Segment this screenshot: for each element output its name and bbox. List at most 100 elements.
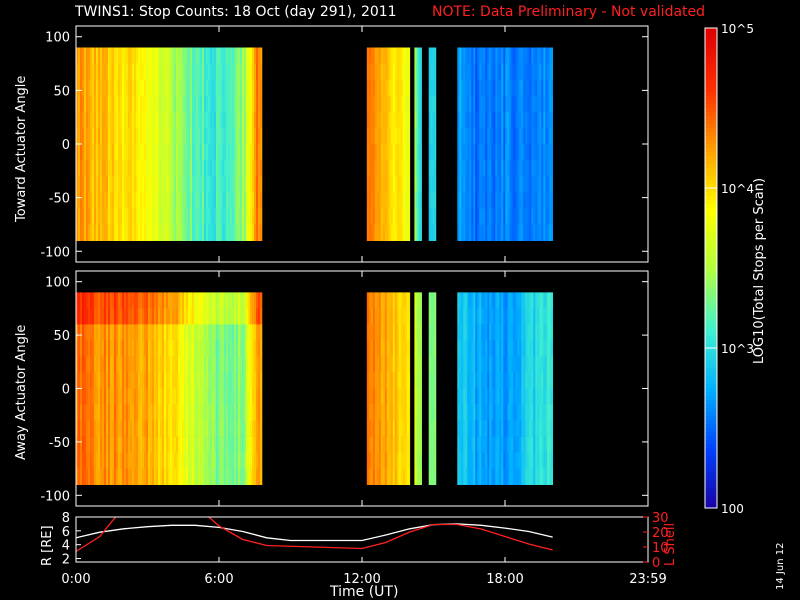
heatmap-cell (471, 452, 474, 469)
heatmap-cell (90, 224, 93, 241)
heatmap-cell (146, 324, 149, 341)
heatmap-cell (236, 47, 239, 64)
heatmap-cell (398, 160, 402, 177)
heatmap-cell (463, 47, 466, 64)
heatmap-cell (370, 404, 374, 421)
heatmap-cell (146, 420, 149, 437)
heatmap-cell (144, 47, 147, 64)
heatmap-cell (513, 79, 516, 97)
heatmap-cell (386, 95, 390, 113)
heatmap-cell (188, 372, 191, 389)
heatmap-cell (406, 144, 410, 161)
heatmap-cell (497, 63, 500, 80)
heatmap-cell (94, 388, 97, 405)
heatmap-cell (84, 47, 87, 64)
heatmap-cell (246, 224, 249, 241)
heatmap-cell (78, 95, 81, 113)
heatmap-cell (162, 47, 165, 64)
heatmap-cell (192, 208, 195, 225)
heatmap-cell (144, 308, 147, 325)
heatmap-cell (152, 356, 155, 373)
heatmap-cell (511, 63, 514, 80)
heatmap-cell (499, 47, 502, 64)
colorbar-swatch (705, 116, 717, 121)
heatmap-cell (168, 436, 171, 453)
heatmap-cell (457, 160, 460, 177)
heatmap-cell (182, 436, 185, 453)
heatmap-cell (244, 308, 247, 325)
colorbar-swatch (705, 260, 717, 265)
heatmap-cell (432, 95, 436, 113)
heatmap-cell (527, 176, 530, 193)
heatmap-cell (497, 127, 500, 145)
heatmap-cell (222, 436, 225, 453)
heatmap-cell (204, 144, 207, 161)
heatmap-cell (172, 340, 175, 357)
heatmap-cell (78, 47, 81, 64)
heatmap-cell (90, 111, 93, 129)
heatmap-cell (122, 308, 125, 325)
heatmap-cell (481, 95, 484, 113)
heatmap-cell (531, 452, 534, 469)
heatmap-cell (130, 127, 133, 145)
heatmap-cell (210, 160, 213, 177)
heatmap-cell (106, 79, 109, 97)
heatmap-cell (260, 79, 263, 97)
heatmap-cell (200, 47, 203, 64)
heatmap-cell (246, 388, 249, 405)
heatmap-cell (102, 388, 105, 405)
heatmap-cell (378, 340, 382, 357)
heatmap-cell (98, 224, 101, 241)
heatmap-cell (248, 420, 251, 437)
heatmap-cell (256, 372, 259, 389)
heatmap-cell (533, 468, 536, 485)
heatmap-cell (218, 356, 221, 373)
heatmap-cell (416, 436, 419, 453)
heatmap-cell (208, 111, 211, 129)
heatmap-cell (188, 404, 191, 421)
heatmap-cell (501, 308, 504, 325)
heatmap-cell (390, 452, 394, 469)
heatmap-cell (150, 308, 153, 325)
heatmap-cell (100, 420, 103, 437)
heatmap-cell (140, 340, 143, 357)
heatmap-cell (244, 144, 247, 161)
heatmap-cell (406, 79, 410, 97)
colorbar-swatch (705, 472, 717, 477)
heatmap-cell (78, 340, 81, 357)
heatmap-cell (108, 468, 111, 485)
heatmap-cell (481, 340, 484, 357)
heatmap-cell (130, 292, 133, 309)
heatmap-cell (104, 79, 107, 97)
heatmap-cell (186, 95, 189, 113)
heatmap-cell (408, 63, 411, 80)
heatmap-cell (190, 388, 193, 405)
heatmap-cell (366, 224, 370, 241)
heatmap-cell (465, 224, 468, 241)
heatmap-cell (208, 324, 211, 341)
heatmap-cell (174, 63, 177, 80)
heatmap-cell (394, 404, 398, 421)
heatmap-cell (154, 372, 157, 389)
heatmap-cell (467, 452, 470, 469)
heatmap-cell (388, 111, 392, 129)
heatmap-cell (234, 208, 237, 225)
heatmap-cell (212, 111, 215, 129)
heatmap-cell (463, 127, 466, 145)
heatmap-cell (467, 208, 470, 225)
heatmap-cell (246, 452, 249, 469)
heatmap-cell (204, 468, 207, 485)
heatmap-cell (218, 47, 221, 64)
heatmap-cell (531, 372, 534, 389)
heatmap-cell (228, 292, 231, 309)
heatmap-cell (116, 176, 119, 193)
heatmap-cell (172, 308, 175, 325)
heatmap-cell (260, 388, 263, 405)
heatmap-cell (551, 404, 554, 421)
heatmap-cell (198, 356, 201, 373)
heatmap-cell (420, 324, 422, 341)
heatmap-cell (515, 47, 518, 64)
heatmap-cell (485, 79, 488, 97)
heatmap-cell (406, 176, 410, 193)
heatmap-cell (517, 372, 520, 389)
